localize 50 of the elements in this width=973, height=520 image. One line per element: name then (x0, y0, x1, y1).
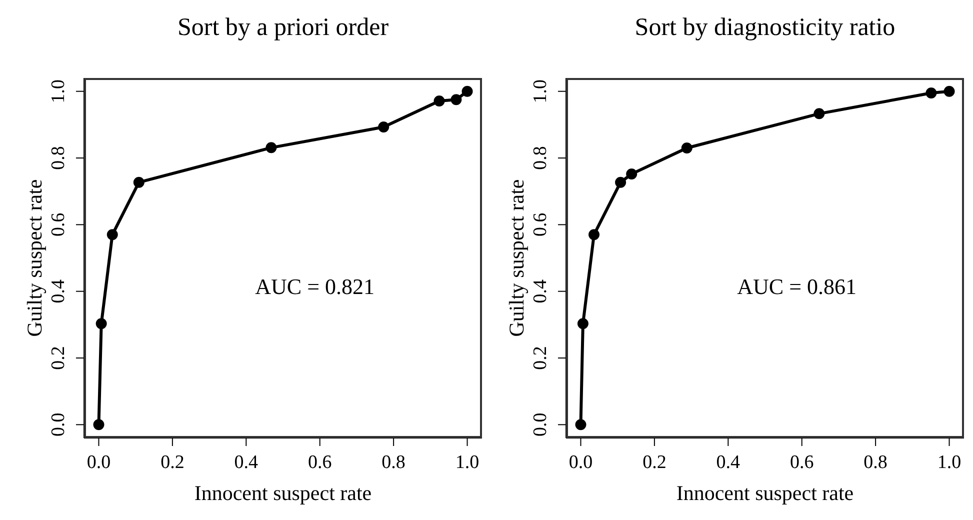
point (96, 318, 107, 330)
y-tick-label: 0.2 (48, 346, 69, 370)
y-tick-label: 0.8 (48, 146, 69, 170)
annotation: AUC = 0.821 (255, 274, 375, 300)
y-tick-label: 0.0 (530, 412, 551, 437)
chart-title: Sort by diagnosticity ratio (634, 13, 896, 43)
point (626, 168, 638, 180)
y-tick-label: 1.0 (530, 79, 551, 104)
point (378, 122, 390, 132)
x-tick-label: 1.0 (937, 452, 962, 473)
x-tick-label: 0.4 (234, 452, 259, 473)
y-tick-label: 0.4 (48, 278, 69, 304)
point (450, 94, 462, 106)
x-axis-title: Innocent suspect rate (194, 481, 372, 505)
x-tick-label: 0.2 (642, 452, 666, 473)
x-tick-label: 0.8 (864, 452, 888, 473)
point (681, 142, 692, 154)
y-tick-label: 0.8 (530, 146, 551, 170)
point (434, 96, 445, 106)
x-tick-label: 0.4 (716, 452, 741, 473)
x-tick-label: 0.2 (160, 452, 184, 473)
chart-title: Sort by a priori order (176, 13, 390, 43)
point (575, 419, 586, 430)
point (462, 86, 473, 97)
y-tick-label: 1.0 (48, 79, 69, 104)
x-tick-label: 0.6 (790, 452, 814, 473)
y-tick-label: 0.6 (530, 212, 551, 237)
point (266, 142, 277, 154)
y-axis-title: Guilty suspect rate (504, 179, 528, 337)
y-tick-label: 0.4 (530, 278, 551, 304)
point (814, 108, 825, 120)
point (615, 176, 626, 188)
x-tick-label: 0.6 (308, 452, 332, 473)
point (588, 229, 600, 240)
annotation: AUC = 0.861 (737, 274, 857, 300)
y-tick-label: 0.6 (48, 212, 69, 237)
point (93, 419, 104, 430)
x-tick-label: 0.0 (86, 452, 111, 473)
y-tick-label: 0.2 (530, 346, 551, 370)
point (577, 318, 588, 330)
point (106, 229, 118, 240)
point (133, 176, 144, 188)
x-tick-label: 1.0 (455, 452, 480, 473)
x-tick-label: 0.0 (568, 452, 593, 473)
y-axis-title: Guilty suspect rate (22, 179, 46, 337)
point (926, 88, 937, 98)
x-tick-label: 0.8 (382, 452, 406, 473)
y-tick-label: 0.0 (48, 412, 69, 437)
point (944, 86, 955, 97)
x-axis-title: Innocent suspect rate (676, 481, 854, 505)
